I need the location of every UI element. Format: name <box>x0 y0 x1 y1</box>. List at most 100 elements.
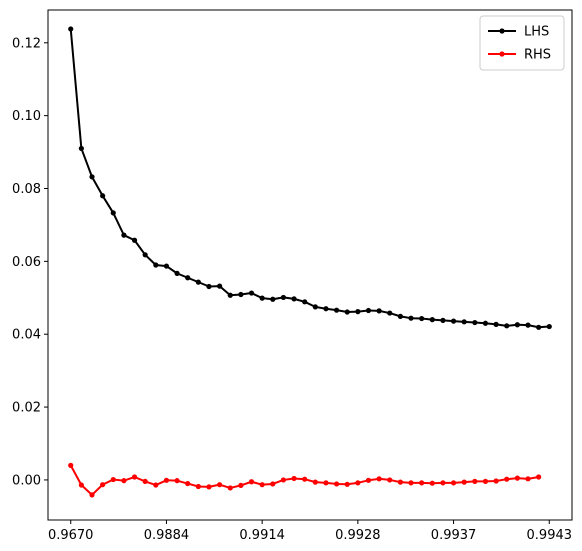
data-point-lhs <box>344 309 350 315</box>
data-point-rhs <box>387 477 393 483</box>
data-point-rhs <box>217 482 223 488</box>
data-point-lhs <box>153 262 159 268</box>
series-lhs <box>68 26 552 330</box>
data-point-lhs <box>450 318 457 324</box>
data-point-rhs <box>131 474 138 480</box>
data-point-lhs <box>121 232 127 238</box>
data-point-rhs <box>89 492 95 498</box>
data-point-lhs <box>365 307 372 314</box>
data-point-rhs <box>355 480 361 486</box>
data-point-rhs <box>514 475 520 481</box>
plot-frame <box>47 9 573 521</box>
data-point-rhs <box>344 481 350 487</box>
data-point-lhs <box>78 145 84 152</box>
data-point-rhs <box>100 482 106 488</box>
y-tick-label: 0.02 <box>12 401 41 416</box>
data-point-lhs <box>110 210 116 216</box>
data-point-rhs <box>536 474 542 480</box>
data-point-lhs <box>185 275 191 281</box>
data-point-rhs <box>195 483 201 490</box>
legend-box <box>479 15 565 71</box>
data-point-rhs <box>110 476 116 483</box>
data-point-rhs <box>280 477 287 483</box>
data-point-rhs <box>482 478 489 484</box>
data-point-rhs <box>163 477 170 483</box>
data-point-rhs <box>185 480 191 487</box>
x-tick-label: 0.9670 <box>48 528 94 543</box>
data-point-rhs <box>68 462 74 468</box>
data-point-rhs <box>333 481 340 487</box>
x-axis-ticks: 0.9670 0.9884 0.9914 0.9928 0.9937 0.9943 <box>48 520 572 543</box>
data-point-lhs <box>461 319 467 325</box>
y-tick-label: 0.06 <box>12 255 41 270</box>
data-point-rhs <box>504 476 510 482</box>
data-point-rhs <box>419 480 425 486</box>
data-point-rhs <box>493 478 499 484</box>
data-point-lhs <box>163 263 170 269</box>
data-point-lhs <box>248 290 255 296</box>
data-point-lhs <box>514 322 520 328</box>
x-tick-label: 0.9928 <box>335 528 381 543</box>
legend: LHS RHS <box>479 15 565 71</box>
y-tick-label: 0.04 <box>12 328 41 343</box>
data-point-rhs <box>408 480 414 486</box>
data-point-rhs <box>525 476 531 482</box>
data-point-lhs <box>227 292 233 298</box>
data-point-lhs <box>493 321 499 327</box>
data-point-rhs <box>259 482 265 488</box>
data-point-rhs <box>440 480 446 486</box>
data-point-rhs <box>78 482 84 488</box>
data-point-lhs <box>68 26 74 32</box>
legend-label-lhs: LHS <box>524 25 549 40</box>
legend-marker-lhs <box>499 28 505 34</box>
data-point-rhs <box>206 484 212 490</box>
data-point-lhs <box>302 299 308 305</box>
data-point-lhs <box>206 283 212 290</box>
series-layer <box>68 26 552 498</box>
data-point-lhs <box>504 323 510 329</box>
data-point-lhs <box>280 294 287 301</box>
data-point-lhs <box>217 283 223 289</box>
data-point-rhs <box>121 478 127 484</box>
data-point-lhs <box>259 295 265 301</box>
data-point-rhs <box>248 479 255 485</box>
data-point-lhs <box>376 308 382 314</box>
y-tick-label: 0.08 <box>12 182 41 197</box>
y-tick-label: 0.12 <box>12 36 41 51</box>
data-point-lhs <box>429 317 435 323</box>
data-point-lhs <box>333 307 340 313</box>
data-point-rhs <box>397 479 403 485</box>
y-tick-label: 0.00 <box>12 473 41 488</box>
data-point-lhs <box>387 310 393 316</box>
data-point-lhs <box>131 237 138 243</box>
data-point-rhs <box>238 482 244 488</box>
data-point-lhs <box>472 319 478 326</box>
data-point-rhs <box>227 485 233 491</box>
data-point-lhs <box>100 193 106 199</box>
data-point-rhs <box>270 481 276 487</box>
data-point-lhs <box>546 323 552 330</box>
data-point-lhs <box>142 252 148 258</box>
data-point-lhs <box>270 296 276 302</box>
y-tick-label: 0.10 <box>12 109 41 124</box>
data-point-lhs <box>195 279 201 285</box>
data-point-lhs <box>291 296 297 302</box>
data-point-lhs <box>174 270 180 276</box>
series-rhs <box>68 462 542 498</box>
data-point-lhs <box>482 320 489 326</box>
data-point-lhs <box>419 315 425 322</box>
data-point-rhs <box>472 478 478 484</box>
x-tick-label: 0.9884 <box>144 528 190 543</box>
data-point-rhs <box>450 480 457 486</box>
data-point-rhs <box>302 476 308 482</box>
data-point-lhs <box>397 313 403 319</box>
data-point-lhs <box>408 315 414 321</box>
data-point-lhs <box>89 174 95 180</box>
y-axis-ticks: 0.00 0.02 0.04 0.06 0.08 0.10 0.12 <box>12 36 48 488</box>
data-point-rhs <box>312 479 318 485</box>
legend-label-rhs: RHS <box>524 48 551 63</box>
series-line-lhs <box>69 28 550 329</box>
data-point-rhs <box>291 475 297 482</box>
legend-marker-rhs <box>499 51 505 57</box>
